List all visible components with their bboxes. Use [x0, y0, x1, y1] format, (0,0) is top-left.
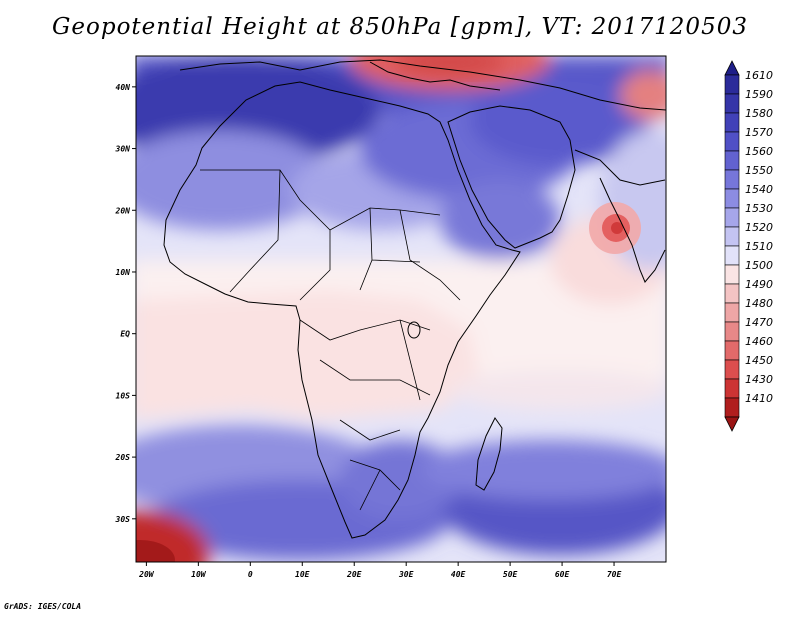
colorbar-level-label: 1450	[745, 354, 773, 367]
mediterranean-islands	[369, 61, 501, 91]
colorbar-level-label: 1570	[745, 126, 773, 139]
colorbar-swatch	[724, 112, 740, 133]
colorbar-swatch	[724, 264, 740, 285]
colorbar-swatch	[724, 245, 740, 266]
lon-tick-label: 40E	[451, 570, 466, 579]
colorbar-level-label: 1480	[745, 297, 773, 310]
colorbar-top-arrow	[724, 60, 740, 76]
lon-tick-label: 10W	[191, 570, 207, 579]
lat-tick-label: EQ	[120, 330, 130, 339]
colorbar-swatch	[724, 321, 740, 342]
india-coastline	[574, 149, 666, 283]
colorbar-swatch	[724, 283, 740, 304]
longitude-axis: 20W 10W 0 10E 20E 30E 40E 50E 60E 70E	[138, 562, 621, 579]
colorbar-swatch	[724, 93, 740, 114]
plot-frame	[135, 55, 667, 563]
lon-tick-label: 0	[248, 570, 253, 579]
colorbar-level-label: 1530	[745, 202, 773, 215]
lon-tick-label: 20E	[346, 570, 362, 579]
lon-tick-label: 30E	[398, 570, 414, 579]
colorbar-level-label: 1410	[745, 392, 773, 405]
lat-tick-label: 30N	[115, 145, 131, 154]
lon-tick-label: 10E	[295, 570, 310, 579]
colorbar: 1610 1590 1580 1570 1560 1550 1540 1530 1520 1510…	[724, 60, 773, 432]
colorbar-swatch	[724, 226, 740, 247]
map-title: Geopotential Height at 850hPa [gpm], VT:…	[52, 14, 748, 40]
lat-tick-label: 20N	[115, 206, 131, 215]
colorbar-level-label: 1520	[745, 221, 773, 234]
colorbar-level-label: 1590	[745, 88, 773, 101]
colorbar-swatch	[724, 131, 740, 152]
arabia-coastline	[447, 105, 576, 249]
lat-tick-label: 10S	[116, 391, 131, 400]
colorbar-swatch	[724, 378, 740, 399]
colorbar-swatch	[724, 340, 740, 361]
colorbar-level-label: 1500	[745, 259, 773, 272]
europe-coastline	[179, 59, 666, 111]
colorbar-swatch	[724, 188, 740, 209]
colorbar-level-label: 1430	[745, 373, 773, 386]
lat-tick-label: 40N	[116, 83, 131, 92]
colorbar-swatch	[724, 169, 740, 190]
lon-tick-label: 50E	[503, 570, 518, 579]
colorbar-level-label: 1510	[745, 240, 773, 253]
lat-tick-label: 10N	[116, 268, 131, 277]
coastlines	[163, 59, 666, 539]
height-field	[136, 56, 666, 562]
colorbar-bottom-arrow	[724, 416, 740, 432]
grads-credit: GrADS: IGES/COLA	[4, 602, 82, 611]
colorbar-swatch	[724, 74, 740, 95]
colorbar-level-label: 1580	[745, 107, 773, 120]
latitude-axis: 40N 30N 20N 10N EQ 10S 20S 30S	[115, 83, 136, 524]
colorbar-swatch	[724, 207, 740, 228]
colorbar-swatch	[724, 359, 740, 380]
madagascar-coastline	[475, 417, 503, 491]
colorbar-swatch	[724, 397, 740, 418]
colorbar-swatch	[724, 302, 740, 323]
colorbar-level-label: 1470	[745, 316, 773, 329]
colorbar-swatch	[724, 150, 740, 171]
lon-tick-label: 70E	[607, 570, 622, 579]
colorbar-level-label: 1560	[745, 145, 773, 158]
lake-victoria	[407, 321, 421, 339]
lon-tick-label: 20W	[138, 570, 155, 579]
colorbar-level-label: 1490	[745, 278, 773, 291]
colorbar-level-label: 1460	[745, 335, 773, 348]
lat-tick-label: 30S	[115, 515, 131, 524]
colorbar-level-label: 1610	[745, 69, 773, 82]
country-borders	[200, 169, 461, 511]
africa-coastline	[163, 81, 521, 539]
lat-tick-label: 20S	[115, 453, 131, 462]
colorbar-level-label: 1550	[745, 164, 773, 177]
colorbar-level-label: 1540	[745, 183, 773, 196]
lon-tick-label: 60E	[555, 570, 570, 579]
